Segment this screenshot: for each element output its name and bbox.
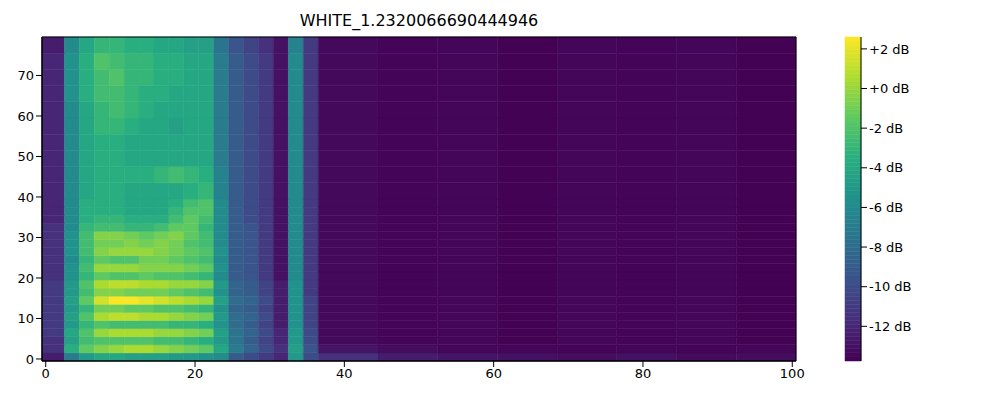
svg-text:70: 70 — [17, 68, 34, 83]
svg-text:80: 80 — [635, 366, 652, 381]
svg-text:50: 50 — [17, 149, 34, 164]
svg-text:40: 40 — [336, 366, 353, 381]
svg-text:-2 dB: -2 dB — [869, 121, 903, 136]
svg-text:10: 10 — [17, 311, 34, 326]
svg-text:-4 dB: -4 dB — [869, 160, 903, 175]
svg-text:+2 dB: +2 dB — [869, 42, 909, 57]
svg-text:-10 dB: -10 dB — [869, 279, 912, 294]
svg-text:-6 dB: -6 dB — [869, 200, 903, 215]
svg-text:+0 dB: +0 dB — [869, 81, 909, 96]
svg-text:30: 30 — [17, 230, 34, 245]
svg-text:-8 dB: -8 dB — [869, 240, 903, 255]
svg-text:-12 dB: -12 dB — [869, 319, 912, 334]
svg-text:40: 40 — [17, 190, 34, 205]
svg-text:20: 20 — [17, 271, 34, 286]
svg-text:0: 0 — [42, 366, 50, 381]
svg-text:0: 0 — [26, 352, 34, 367]
html-text:WHITE_1.2320066690444946: WHITE_1.2320066690444946 — [299, 11, 539, 30]
svg-text:20: 20 — [187, 366, 204, 381]
svg-text:60: 60 — [17, 109, 34, 124]
svg-text:100: 100 — [780, 366, 805, 381]
svg-text:60: 60 — [485, 366, 502, 381]
